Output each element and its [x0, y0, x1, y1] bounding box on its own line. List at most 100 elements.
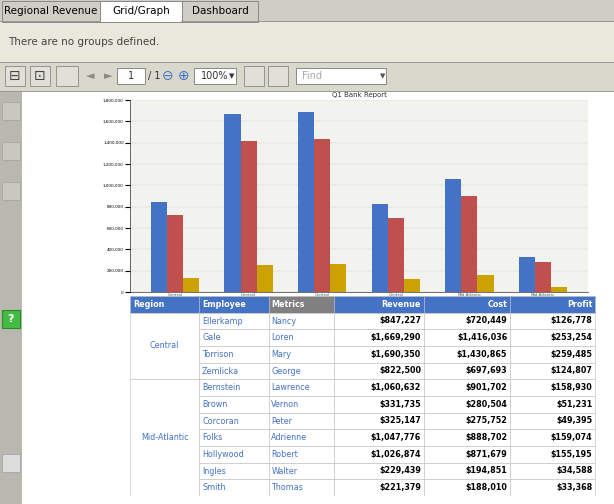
- Text: ⊕: ⊕: [178, 69, 190, 83]
- Bar: [200, 346, 268, 363]
- Bar: [200, 312, 268, 329]
- Text: Zemlicka: Zemlicka: [202, 366, 239, 375]
- Text: $188,010: $188,010: [465, 483, 507, 492]
- Text: Central: Central: [150, 342, 179, 350]
- Text: Mid-Atlantic: Mid-Atlantic: [141, 433, 188, 442]
- Bar: [0, 0, 614, 22]
- Bar: [0, 62, 614, 92]
- Text: Nancy: Nancy: [271, 317, 297, 326]
- Bar: [510, 329, 595, 346]
- Bar: [2, 1, 100, 22]
- Text: Mary: Mary: [271, 350, 291, 359]
- Text: $33,368: $33,368: [556, 483, 593, 492]
- Bar: [510, 429, 595, 446]
- Text: Folks: Folks: [202, 433, 222, 442]
- Bar: [334, 446, 424, 463]
- Bar: [268, 363, 334, 380]
- Bar: [200, 446, 268, 463]
- Text: $331,735: $331,735: [379, 400, 421, 409]
- Bar: [424, 296, 510, 312]
- Bar: [268, 479, 334, 496]
- Bar: [130, 380, 200, 496]
- Title: Q1 Bank Report: Q1 Bank Report: [332, 92, 386, 98]
- Text: $720,449: $720,449: [465, 317, 507, 326]
- Bar: [334, 346, 424, 363]
- Text: ▼: ▼: [229, 73, 235, 79]
- Bar: [334, 363, 424, 380]
- Bar: [257, 265, 273, 292]
- Text: Cost: Cost: [488, 300, 507, 309]
- Bar: [424, 446, 510, 463]
- Bar: [535, 262, 551, 292]
- Bar: [424, 363, 510, 380]
- Text: ◄: ◄: [86, 71, 95, 81]
- Text: $1,690,350: $1,690,350: [371, 350, 421, 359]
- Bar: [2, 142, 20, 160]
- Bar: [268, 429, 334, 446]
- Bar: [268, 380, 334, 396]
- Bar: [424, 380, 510, 396]
- Text: Dashboard: Dashboard: [192, 6, 249, 16]
- Bar: [510, 413, 595, 429]
- Text: $194,851: $194,851: [465, 467, 507, 475]
- Text: Corcoran: Corcoran: [202, 416, 239, 425]
- Bar: [510, 346, 595, 363]
- Bar: [200, 329, 268, 346]
- Text: $34,588: $34,588: [556, 467, 593, 475]
- Bar: [30, 66, 50, 86]
- Text: Gale: Gale: [202, 333, 220, 342]
- Bar: [2, 454, 20, 472]
- Text: $259,485: $259,485: [551, 350, 593, 359]
- Bar: [117, 68, 145, 84]
- Bar: [22, 92, 614, 504]
- Bar: [224, 114, 241, 292]
- Bar: [268, 66, 288, 86]
- Text: / 1: / 1: [148, 71, 160, 81]
- Text: Find: Find: [302, 71, 322, 81]
- Bar: [241, 141, 257, 292]
- Bar: [0, 62, 614, 63]
- Text: Regional Revenue: Regional Revenue: [4, 6, 98, 16]
- Text: Walter: Walter: [271, 467, 297, 475]
- Text: Metrics: Metrics: [271, 300, 305, 309]
- Bar: [100, 1, 182, 22]
- Text: Profit: Profit: [567, 300, 593, 309]
- Text: Torrison: Torrison: [202, 350, 233, 359]
- Text: Hollywood: Hollywood: [202, 450, 244, 459]
- Bar: [268, 463, 334, 479]
- Bar: [2, 310, 20, 328]
- Bar: [330, 264, 346, 292]
- Text: Ellerkamp: Ellerkamp: [202, 317, 243, 326]
- Text: $1,026,874: $1,026,874: [371, 450, 421, 459]
- Bar: [268, 346, 334, 363]
- Text: ►: ►: [104, 71, 112, 81]
- Text: ⊡: ⊡: [34, 69, 46, 83]
- Bar: [0, 22, 614, 62]
- Bar: [510, 380, 595, 396]
- Bar: [101, 21, 181, 22]
- Bar: [424, 312, 510, 329]
- Bar: [334, 312, 424, 329]
- Text: $871,679: $871,679: [465, 450, 507, 459]
- Bar: [510, 312, 595, 329]
- Text: $253,254: $253,254: [551, 333, 593, 342]
- Bar: [334, 380, 424, 396]
- Bar: [424, 413, 510, 429]
- Bar: [268, 296, 334, 312]
- Text: 1: 1: [128, 71, 134, 81]
- Text: $1,047,776: $1,047,776: [371, 433, 421, 442]
- Bar: [551, 287, 567, 292]
- Text: Ingles: Ingles: [202, 467, 226, 475]
- Bar: [0, 92, 22, 504]
- Bar: [334, 429, 424, 446]
- Bar: [200, 363, 268, 380]
- Text: $124,807: $124,807: [551, 366, 593, 375]
- Text: Adrienne: Adrienne: [271, 433, 308, 442]
- Bar: [200, 479, 268, 496]
- Text: $158,930: $158,930: [551, 383, 593, 392]
- Text: $51,231: $51,231: [556, 400, 593, 409]
- Bar: [200, 429, 268, 446]
- Text: Robert: Robert: [271, 450, 298, 459]
- Text: $280,504: $280,504: [465, 400, 507, 409]
- Bar: [182, 1, 258, 22]
